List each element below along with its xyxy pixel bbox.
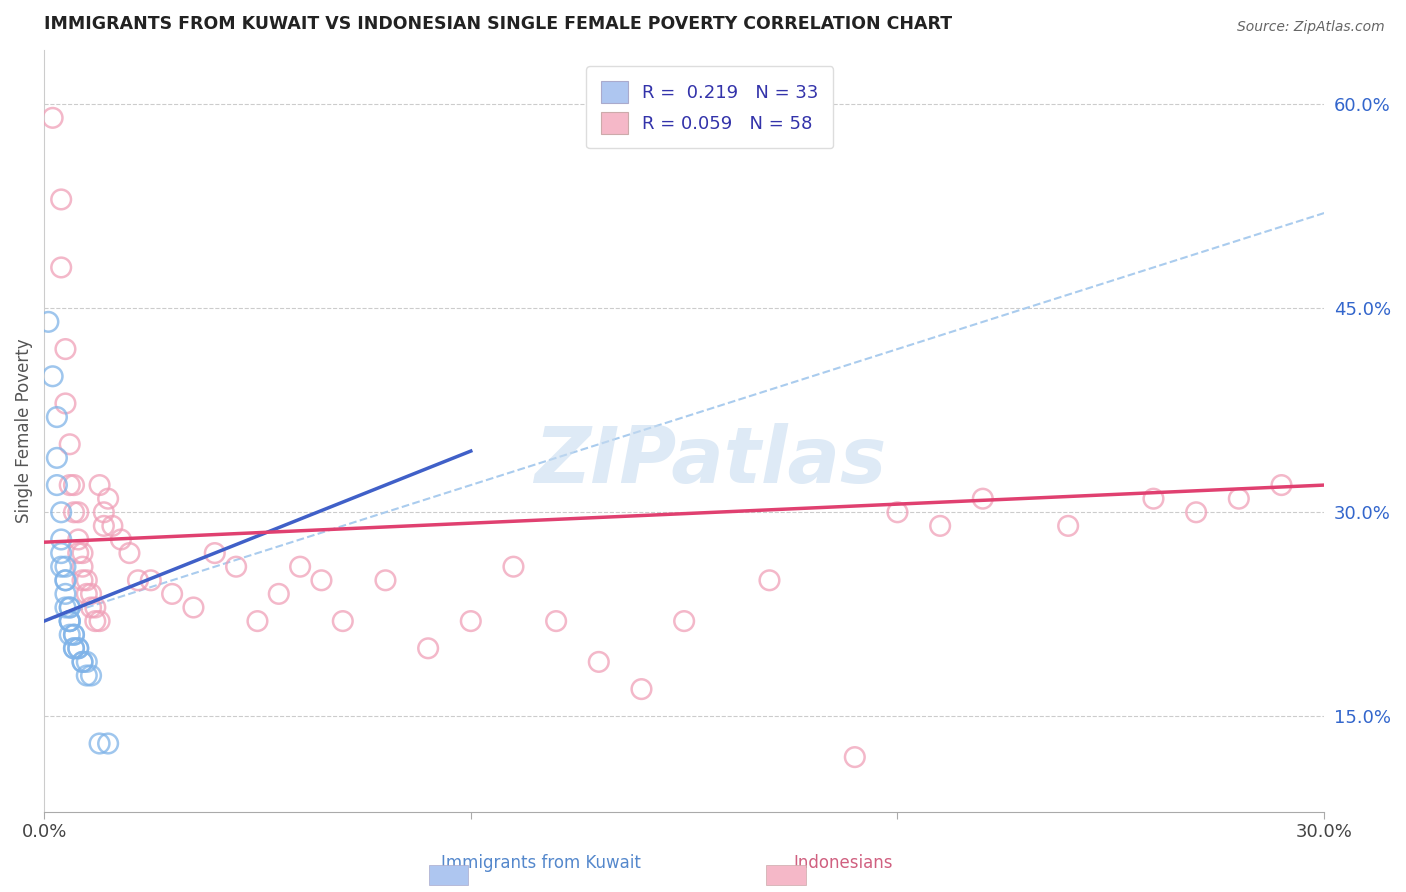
Point <box>332 614 354 628</box>
Point <box>101 519 124 533</box>
Point <box>673 614 696 628</box>
Point <box>1227 491 1250 506</box>
Point <box>844 750 866 764</box>
Point <box>67 641 90 656</box>
Point <box>72 546 94 560</box>
Point <box>546 614 568 628</box>
Point <box>55 559 77 574</box>
Point <box>59 600 82 615</box>
Point <box>93 519 115 533</box>
Point <box>45 410 67 425</box>
Point <box>267 587 290 601</box>
Point <box>118 546 141 560</box>
Point <box>63 505 86 519</box>
Text: IMMIGRANTS FROM KUWAIT VS INDONESIAN SINGLE FEMALE POVERTY CORRELATION CHART: IMMIGRANTS FROM KUWAIT VS INDONESIAN SIN… <box>44 15 952 33</box>
Point <box>59 437 82 451</box>
Text: ZIPatlas: ZIPatlas <box>534 423 886 500</box>
Point <box>80 668 103 682</box>
Point <box>76 655 98 669</box>
Point <box>84 614 107 628</box>
Point <box>55 574 77 588</box>
Point <box>55 342 77 356</box>
Point <box>288 559 311 574</box>
Point <box>127 574 149 588</box>
Point <box>67 533 90 547</box>
Point <box>67 546 90 560</box>
Point <box>55 574 77 588</box>
Point <box>225 559 247 574</box>
Point <box>51 546 73 560</box>
Point <box>59 600 82 615</box>
Legend: R =  0.219   N = 33, R = 0.059   N = 58: R = 0.219 N = 33, R = 0.059 N = 58 <box>586 67 834 148</box>
Point <box>76 668 98 682</box>
Point <box>55 396 77 410</box>
Point <box>51 559 73 574</box>
Point <box>93 505 115 519</box>
Point <box>311 574 333 588</box>
Point <box>72 574 94 588</box>
Point <box>1185 505 1208 519</box>
Point <box>1057 519 1080 533</box>
Point <box>72 559 94 574</box>
Point <box>51 533 73 547</box>
Point <box>59 628 82 642</box>
Point <box>97 737 120 751</box>
Point <box>460 614 482 628</box>
Point <box>886 505 908 519</box>
Point <box>45 478 67 492</box>
Point <box>63 641 86 656</box>
Point <box>80 587 103 601</box>
Point <box>51 193 73 207</box>
Point <box>37 315 59 329</box>
Point <box>160 587 183 601</box>
Point <box>80 600 103 615</box>
Point <box>89 614 111 628</box>
Point <box>502 559 524 574</box>
Point <box>758 574 780 588</box>
Point <box>110 533 132 547</box>
Point <box>139 574 162 588</box>
Point <box>1142 491 1164 506</box>
Point <box>246 614 269 628</box>
Point <box>929 519 952 533</box>
Point <box>72 655 94 669</box>
Point <box>183 600 205 615</box>
Point <box>55 587 77 601</box>
Point <box>45 450 67 465</box>
Point <box>59 614 82 628</box>
Point <box>59 614 82 628</box>
Point <box>55 600 77 615</box>
Point <box>1270 478 1292 492</box>
Point <box>59 614 82 628</box>
Point <box>63 628 86 642</box>
Point <box>51 505 73 519</box>
Point <box>72 655 94 669</box>
Point <box>67 505 90 519</box>
Text: Source: ZipAtlas.com: Source: ZipAtlas.com <box>1237 20 1385 34</box>
Point <box>63 641 86 656</box>
Point <box>89 478 111 492</box>
Point <box>76 574 98 588</box>
Point <box>63 478 86 492</box>
Point <box>89 737 111 751</box>
Y-axis label: Single Female Poverty: Single Female Poverty <box>15 338 32 523</box>
Text: Indonesians: Indonesians <box>794 855 893 872</box>
Point <box>76 587 98 601</box>
Point <box>41 369 63 384</box>
Point <box>67 641 90 656</box>
Point <box>588 655 610 669</box>
Text: Immigrants from Kuwait: Immigrants from Kuwait <box>441 855 641 872</box>
Point <box>972 491 994 506</box>
Point <box>374 574 396 588</box>
Point <box>204 546 226 560</box>
Point <box>41 111 63 125</box>
Point <box>97 491 120 506</box>
Point <box>51 260 73 275</box>
Point <box>84 600 107 615</box>
Point <box>59 478 82 492</box>
Point <box>416 641 439 656</box>
Point <box>63 628 86 642</box>
Point <box>630 682 652 697</box>
